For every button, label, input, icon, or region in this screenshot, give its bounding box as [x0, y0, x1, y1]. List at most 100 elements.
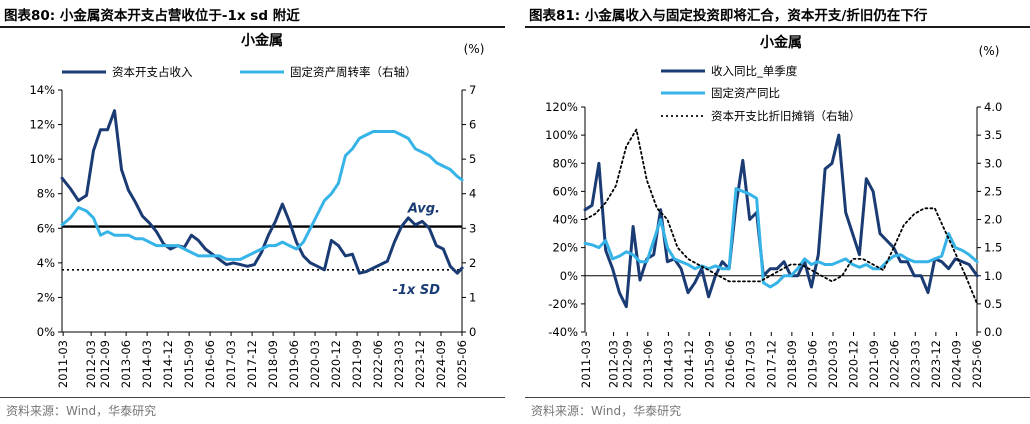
y-left-tick-label: 14%	[29, 83, 55, 97]
chart-title: 小金属	[241, 32, 283, 49]
minus-1sd-label: -1x SD	[392, 283, 440, 298]
y-right-tick-label: 2.5	[984, 184, 1002, 198]
chart-revenue-investment: 小金属 (%) -40% -20% 0% 20% 40% 60% 80% 100% 120% 0.0 0…	[545, 34, 1002, 388]
x-tick-label: 2019-06	[287, 340, 301, 388]
x-tick-label: 2020-03	[308, 340, 322, 388]
y-left-tick-label: 80%	[552, 156, 578, 170]
unit-label: (%)	[979, 44, 1000, 58]
x-tick-label: 2024-09	[949, 340, 963, 388]
x-tick-label: 2011-03	[56, 340, 70, 388]
y-left-tick-label: 20%	[552, 241, 578, 255]
x-tick-label: 2013-06	[119, 340, 133, 388]
chart-title: 小金属	[760, 34, 802, 51]
x-tick-label: 2013-06	[641, 340, 655, 388]
legend-label-3: 资本开支比折旧摊销（右轴）	[711, 109, 861, 123]
panel-left: 图表80: 小金属资本开支占营收位于-1x sd 附近 小金属 (%) 0% 2% 4%…	[0, 0, 505, 424]
x-tick-label: 2015-09	[703, 340, 717, 388]
footer-rule	[525, 397, 1030, 398]
legend-label-1: 收入同比_单季度	[711, 64, 798, 78]
y-left-tick-label: 10%	[29, 152, 55, 166]
y-left-tick-label: 60%	[552, 184, 578, 198]
y-right-tick-label: 1.5	[984, 241, 1002, 255]
x-tick-label: 2022-06	[888, 340, 902, 388]
y-right-tick-label: 6	[469, 118, 476, 132]
footer-rule	[0, 397, 505, 398]
x-tick-label: 2018-09	[266, 340, 280, 388]
legend-label-2: 固定资产同比	[711, 86, 780, 100]
series-line-3	[584, 128, 979, 305]
panel-right: 图表81: 小金属收入与固定投资即将汇合，资本开支/折旧仍在下行 小金属 (%) -…	[525, 0, 1030, 424]
series-line-1	[583, 133, 979, 309]
source-note: 资料来源：Wind，华泰研究	[6, 404, 157, 418]
x-tick-label: 2011-03	[579, 340, 593, 388]
y-right-tick-label: 4	[469, 187, 476, 201]
x-tick-label: 2025-06	[970, 340, 984, 388]
y-left-tick-label: 2%	[37, 290, 55, 304]
y-left-tick-label: -40%	[548, 325, 578, 339]
y-right-tick-label: 0.0	[984, 325, 1002, 339]
x-tick-label: 2017-12	[245, 340, 259, 388]
x-tick-label: 2016-06	[723, 340, 737, 388]
x-tick-label: 2012-03	[84, 340, 98, 388]
x-tick-label: 2017-12	[764, 340, 778, 388]
figure-title: 图表80: 小金属资本开支占营收位于-1x sd 附近	[4, 8, 300, 24]
y-right-tick-label: 4.0	[984, 100, 1002, 114]
series-line-1	[60, 109, 464, 275]
y-right-tick-label: 0.5	[984, 297, 1002, 311]
series-line-2	[583, 187, 979, 289]
x-tick-label: 2017-03	[744, 340, 758, 388]
x-tick-label: 2023-12	[929, 340, 943, 388]
x-tick-label: 2012-03	[607, 340, 621, 388]
y-left-tick-label: 8%	[37, 187, 55, 201]
y-left-tick-label: 100%	[545, 128, 578, 142]
y-right-tick-label: 7	[469, 83, 476, 97]
chart-capex-ratio: 小金属 (%) 0% 2% 4% 6% 8% 10% 12% 14% 0 1 2 3 4 5 6 7 2011-03…	[29, 32, 485, 388]
y-left-tick-label: 40%	[552, 213, 578, 227]
x-tick-label: 2019-06	[805, 340, 819, 388]
average-label: Avg.	[407, 202, 440, 217]
y-left-tick-label: 0%	[37, 325, 55, 339]
x-tick-label: 2014-12	[682, 340, 696, 388]
title-rule	[0, 26, 505, 28]
x-tick-label: 2021-09	[350, 340, 364, 388]
source-note: 资料来源：Wind，华泰研究	[531, 404, 682, 418]
y-right-tick-label: 0	[469, 325, 476, 339]
x-tick-label: 2025-06	[455, 340, 469, 388]
legend-label-1: 资本开支占收入	[112, 65, 193, 79]
x-tick-label: 2022-06	[371, 340, 385, 388]
x-tick-label: 2012-09	[620, 340, 634, 388]
y-left-tick-label: 4%	[37, 256, 55, 270]
x-tick-label: 2014-03	[661, 340, 675, 388]
y-left-tick-label: 6%	[37, 221, 55, 235]
legend-label-2: 固定资产周转率（右轴）	[290, 65, 417, 79]
y-right-tick-label: 3	[469, 221, 476, 235]
x-tick-label: 2016-06	[203, 340, 217, 388]
y-right-tick-label: 2.0	[984, 213, 1002, 227]
figure-title: 图表81: 小金属收入与固定投资即将汇合，资本开支/折旧仍在下行	[529, 8, 928, 24]
x-tick-label: 2020-12	[847, 340, 861, 388]
y-right-tick-label: 1	[469, 290, 476, 304]
x-tick-label: 2023-03	[908, 340, 922, 388]
y-left-tick-label: 12%	[29, 118, 55, 132]
y-right-tick-label: 1.0	[984, 269, 1002, 283]
y-left-tick-label: -20%	[548, 297, 578, 311]
y-left-tick-label: 0%	[560, 269, 578, 283]
x-tick-label: 2018-09	[785, 340, 799, 388]
x-tick-label: 2014-12	[161, 340, 175, 388]
y-right-tick-label: 3.5	[984, 128, 1002, 142]
series-line-2	[60, 130, 464, 261]
unit-label: (%)	[464, 42, 485, 56]
x-tick-label: 2024-09	[434, 340, 448, 388]
y-right-tick-label: 2	[469, 256, 476, 270]
x-tick-label: 2023-12	[413, 340, 427, 388]
y-right-tick-label: 3.0	[984, 156, 1002, 170]
x-tick-label: 2017-03	[224, 340, 238, 388]
x-tick-label: 2020-12	[329, 340, 343, 388]
x-tick-label: 2020-03	[826, 340, 840, 388]
title-rule	[525, 26, 1030, 28]
y-left-tick-label: 120%	[545, 100, 578, 114]
x-tick-label: 2012-09	[98, 340, 112, 388]
x-tick-label: 2015-09	[182, 340, 196, 388]
x-tick-label: 2021-09	[867, 340, 881, 388]
x-tick-label: 2014-03	[140, 340, 154, 388]
